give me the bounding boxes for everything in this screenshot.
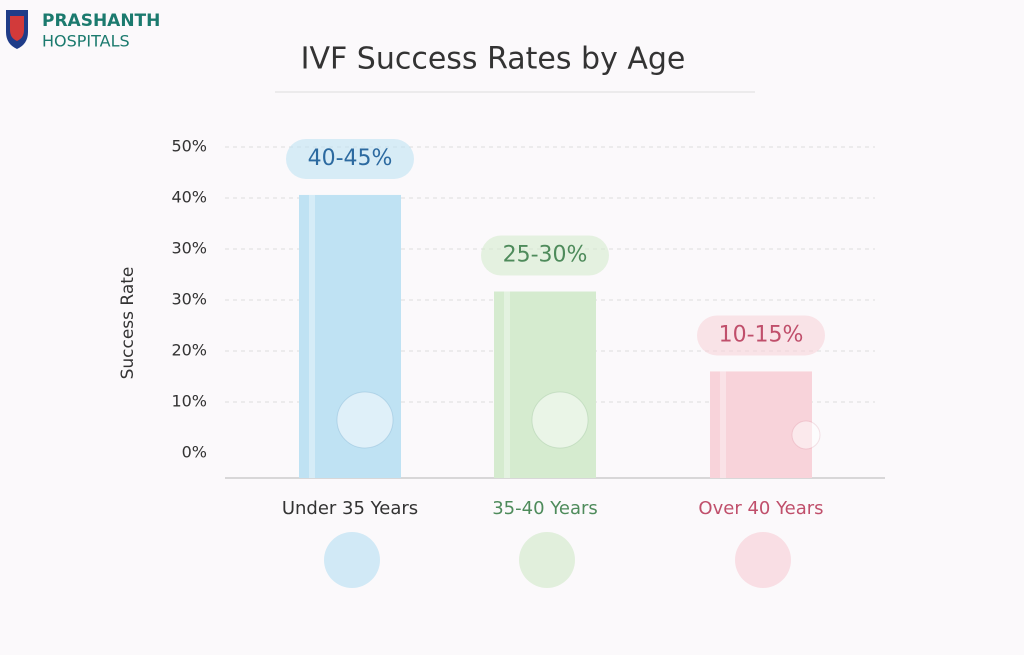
x-tick-label: Over 40 Years [698,498,823,519]
y-tick-label: 40% [171,188,207,207]
y-axis-label: Success Rate [118,267,138,380]
icon-bottom [324,532,380,588]
bar [710,371,812,478]
bar-highlight [720,371,726,478]
bar [494,291,596,478]
icon [531,391,589,449]
value-label-bubble [697,315,825,356]
y-tick-label: 50% [171,137,207,156]
value-label: 40-45% [308,146,393,171]
value-label-bubble [481,235,609,276]
icon-bottom [519,532,575,588]
chart-title: IVF Success Rates by Age [301,42,686,77]
x-tick-label: 35-40 Years [492,498,598,519]
y-tick-label: 0% [182,443,207,462]
bar-highlight [504,291,510,478]
bar-highlight [309,194,315,478]
y-tick-label: 30% [171,239,207,258]
value-label: 10-15% [719,322,804,347]
logo-inner [10,16,24,41]
brand-subtitle: HOSPITALS [42,32,130,51]
x-tick-label: Under 35 Years [282,498,418,519]
y-tick-label: 30% [171,290,207,309]
icon [791,420,821,450]
icon-bottom [735,532,791,588]
value-label: 25-30% [503,243,588,268]
value-label-bubble [286,138,414,179]
icon [336,391,394,449]
y-tick-label: 20% [171,341,207,360]
logo: PRASHANTH HOSPITALS [6,10,160,51]
y-tick-label: 10% [171,392,207,411]
brand-name: PRASHANTH [42,11,160,31]
